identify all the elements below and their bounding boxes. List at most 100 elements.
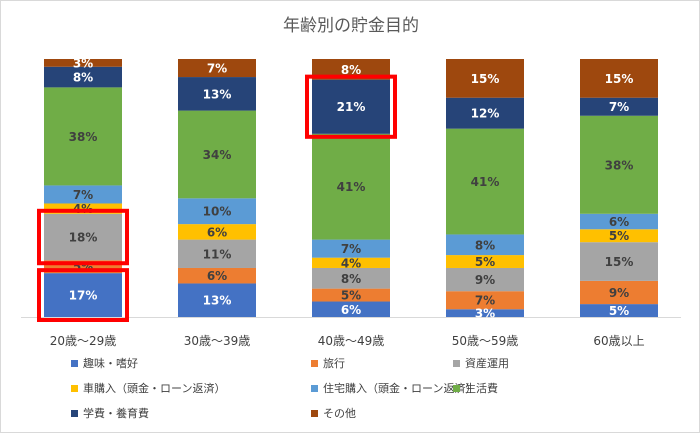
category-label-0: 20歳～29歳 (50, 334, 117, 348)
value-label-4-2: 15% (605, 255, 634, 269)
bar-segment-0-2 (44, 213, 122, 261)
bar-segment-3-1 (446, 291, 524, 310)
bar-segment-4-3 (580, 229, 658, 243)
value-label-0-5: 38% (69, 130, 98, 144)
legend-label-2: 資産運用 (465, 357, 509, 370)
value-label-3-7: 15% (471, 72, 500, 86)
value-label-2-1: 5% (341, 289, 361, 303)
bar-segment-2-5 (312, 133, 390, 240)
bar-segment-2-3 (312, 257, 390, 268)
value-label-1-0: 13% (203, 294, 232, 308)
category-axis: 20歳～29歳 30歳～39歳 40歳～49歳 50歳～59歳 60歳以上 (50, 334, 645, 348)
value-label-1-1: 6% (207, 269, 227, 283)
legend-label-7: その他 (323, 407, 356, 420)
value-label-3-0: 3% (475, 307, 495, 321)
bar-segment-1-6 (178, 77, 256, 111)
value-label-4-0: 5% (609, 304, 629, 318)
bar-segment-3-0 (446, 309, 524, 317)
bar-segment-4-1 (580, 280, 658, 305)
value-label-0-7: 3% (73, 56, 93, 70)
legend-label-6: 学費・養育費 (83, 406, 149, 420)
value-label-4-6: 7% (609, 100, 629, 114)
bar-segment-0-4 (44, 185, 122, 204)
category-label-4: 60歳以上 (593, 334, 644, 348)
value-label-1-2: 11% (203, 247, 232, 261)
value-label-4-1: 9% (609, 286, 629, 300)
legend-swatch-4 (311, 385, 318, 392)
value-label-1-5: 34% (203, 148, 232, 162)
value-label-4-7: 15% (605, 72, 634, 86)
bar-segment-3-2 (446, 267, 524, 292)
legend-swatch-0 (71, 360, 78, 367)
value-label-1-6: 13% (203, 87, 232, 101)
bar-segment-4-5 (580, 115, 658, 214)
highlight-box-0 (37, 208, 129, 266)
value-label-0-4: 7% (73, 188, 93, 202)
bar-segment-0-6 (44, 66, 122, 88)
value-label-1-3: 6% (207, 225, 227, 239)
bar-segment-4-7 (580, 59, 658, 98)
value-label-3-4: 8% (475, 238, 495, 252)
bar-segment-1-5 (178, 110, 256, 199)
category-label-2: 40歳～49歳 (318, 334, 385, 348)
bars-layer (21, 59, 681, 318)
value-label-2-6: 21% (337, 100, 366, 114)
highlight-boxes (37, 74, 397, 323)
value-labels-layer: 17%5%18%4%7%38%8%3%13%6%11%6%10%34%13%7%… (69, 56, 634, 320)
chart-title: 年齢別の貯金目的 (283, 16, 419, 36)
highlight-box-2 (305, 74, 397, 139)
bar-segment-2-2 (312, 267, 390, 289)
bar-segment-0-3 (44, 203, 122, 214)
value-label-0-2: 18% (69, 231, 98, 245)
bar-segment-0-7 (44, 59, 122, 67)
legend-label-1: 旅行 (323, 356, 345, 370)
value-label-2-5: 41% (337, 180, 366, 194)
bar-segment-1-2 (178, 239, 256, 268)
bar-segment-4-0 (580, 304, 658, 317)
value-label-1-7: 7% (207, 62, 227, 76)
value-label-2-0: 6% (341, 303, 361, 317)
bar-segment-2-7 (312, 59, 390, 80)
bar-segment-2-1 (312, 288, 390, 302)
category-label-1: 30歳～39歳 (184, 334, 251, 348)
value-label-2-2: 8% (341, 272, 361, 286)
bar-segment-4-4 (580, 213, 658, 230)
legend-swatch-2 (453, 360, 460, 367)
value-label-2-3: 4% (341, 256, 361, 270)
bar-segment-1-7 (178, 59, 256, 78)
value-label-4-4: 6% (609, 215, 629, 229)
bar-segment-3-4 (446, 234, 524, 256)
bar-segment-2-6 (312, 79, 390, 134)
value-label-3-1: 7% (475, 294, 495, 308)
legend-swatch-7 (311, 410, 318, 417)
legend-swatch-1 (311, 360, 318, 367)
bar-segment-1-4 (178, 198, 256, 225)
bar-segment-2-4 (312, 239, 390, 258)
value-label-3-3: 5% (475, 255, 495, 269)
value-label-0-0: 17% (69, 289, 98, 303)
value-label-2-4: 7% (341, 242, 361, 256)
category-label-3: 50歳～59歳 (452, 334, 519, 348)
bar-segment-0-5 (44, 87, 122, 186)
bar-segment-0-0 (44, 273, 122, 317)
value-label-4-5: 38% (605, 158, 634, 172)
legend-label-3: 車購入（頭金・ローン返済） (83, 381, 225, 395)
bar-segment-2-0 (312, 301, 390, 317)
bar-segment-3-7 (446, 59, 524, 98)
bar-segment-3-5 (446, 128, 524, 235)
value-label-3-2: 9% (475, 273, 495, 287)
value-label-4-3: 5% (609, 229, 629, 243)
legend-swatch-5 (453, 385, 460, 392)
bar-segment-1-3 (178, 224, 256, 240)
legend-label-0: 趣味・嗜好 (83, 356, 138, 370)
bar-segment-1-0 (178, 283, 256, 317)
bar-segment-3-3 (446, 255, 524, 268)
value-label-3-5: 41% (471, 175, 500, 189)
legend-swatch-6 (71, 410, 78, 417)
value-label-1-4: 10% (203, 205, 232, 219)
value-label-3-6: 12% (471, 107, 500, 121)
legend-label-5: 生活費 (465, 381, 498, 395)
